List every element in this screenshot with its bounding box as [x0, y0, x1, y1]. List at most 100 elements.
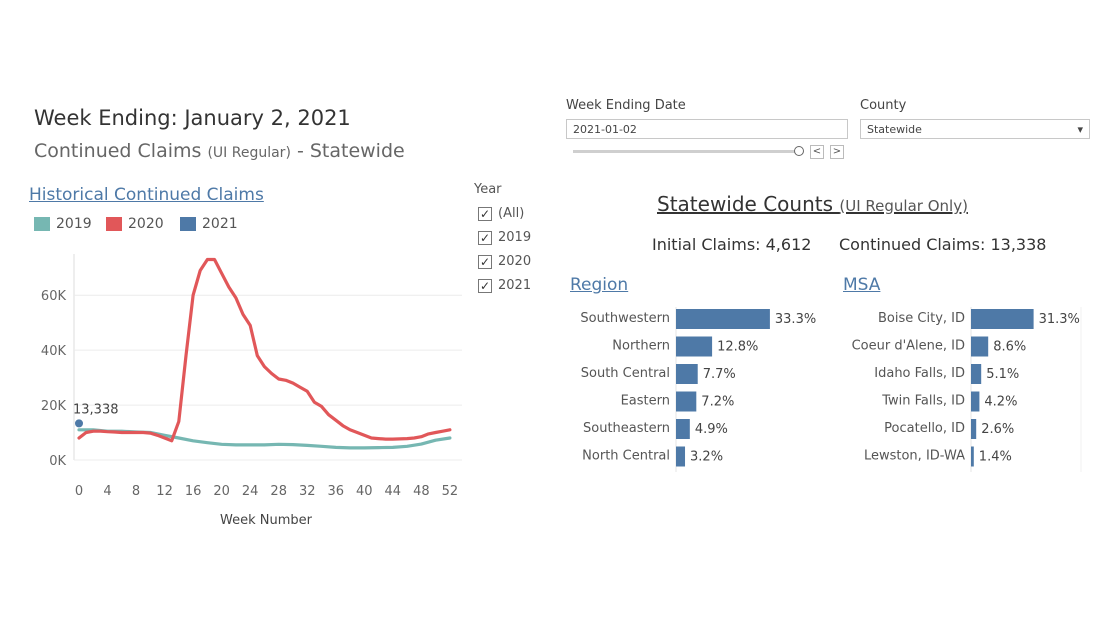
bar-category-label: Eastern — [621, 394, 670, 409]
x-tick-label: 8 — [132, 484, 140, 499]
legend-label: 2019 — [56, 216, 92, 232]
previous-week-button[interactable]: < — [810, 145, 824, 159]
subtitle-small: (UI Regular) — [207, 145, 291, 161]
bar-category-label: Twin Falls, ID — [881, 394, 965, 409]
chevron-down-icon: ▾ — [1077, 122, 1083, 136]
annotation-label: 13,338 — [73, 402, 119, 417]
x-tick-label: 16 — [185, 484, 202, 499]
bar-value-label: 12.8% — [717, 340, 758, 355]
bar-value-label: 8.6% — [993, 340, 1026, 355]
bar — [971, 446, 974, 467]
bar — [676, 446, 686, 467]
bar-category-label: Northern — [612, 339, 670, 354]
checkbox-label: 2020 — [498, 254, 532, 269]
bar-category-label: South Central — [581, 366, 670, 381]
bar-value-label: 7.2% — [701, 395, 734, 410]
continued-claims-count: Continued Claims: 13,338 — [839, 235, 1047, 254]
bar-category-label: Coeur d'Alene, ID — [852, 339, 965, 354]
checkbox-label: (All) — [498, 206, 525, 221]
legend-item-2021[interactable]: 2021 — [180, 216, 238, 232]
year-option-2019[interactable]: ✓ 2019 — [478, 230, 531, 245]
region-title[interactable]: Region — [570, 275, 629, 295]
historical-chart-title[interactable]: Historical Continued Claims — [29, 185, 264, 205]
y-tick-label: 40K — [41, 344, 67, 359]
subtitle-main: Continued Claims — [34, 140, 208, 162]
bar-category-label: Pocatello, ID — [884, 421, 965, 436]
year-option-all[interactable]: ✓ (All) — [478, 206, 524, 221]
bar-value-label: 7.7% — [703, 367, 736, 382]
msa-title[interactable]: MSA — [843, 275, 881, 295]
bar — [676, 364, 698, 384]
y-tick-label: 20K — [41, 399, 67, 414]
bar — [971, 391, 980, 412]
bar-value-label: 2.6% — [981, 422, 1014, 437]
subtitle-tail: - Statewide — [290, 140, 405, 162]
bar — [971, 309, 1034, 329]
week-slider-track[interactable] — [573, 150, 799, 153]
legend-item-2020[interactable]: 2020 — [106, 216, 164, 232]
x-tick-label: 0 — [75, 484, 83, 499]
page-title: Week Ending: January 2, 2021 — [34, 106, 351, 130]
checkbox[interactable]: ✓ — [478, 206, 492, 221]
x-tick-label: 28 — [270, 484, 287, 499]
week-ending-date-label: Week Ending Date — [566, 98, 686, 113]
region-bar-chart: Southwestern 33.3% Northern 12.8% South Cent… — [580, 307, 816, 472]
x-tick-label: 44 — [385, 484, 402, 499]
legend-swatch — [180, 217, 196, 231]
checkbox[interactable]: ✓ — [478, 230, 492, 245]
x-tick-label: 40 — [356, 484, 373, 499]
series-line-2020 — [77, 257, 452, 443]
page-subtitle: Continued Claims (UI Regular) - Statewid… — [34, 140, 405, 162]
x-tick-label: 24 — [242, 484, 259, 499]
county-select-value: Statewide — [867, 122, 922, 136]
year-filter-label: Year — [474, 182, 502, 197]
year-option-2021[interactable]: ✓ 2021 — [478, 278, 531, 293]
checkbox-label: 2021 — [498, 278, 532, 293]
week-slider-thumb[interactable] — [794, 146, 804, 156]
bar-category-label: Idaho Falls, ID — [874, 366, 965, 381]
bar — [676, 336, 713, 357]
legend-item-2019[interactable]: 2019 — [34, 216, 92, 232]
y-tick-label: 0K — [49, 454, 66, 469]
x-axis-label: Week Number — [220, 513, 313, 528]
bar — [676, 419, 690, 439]
checkbox[interactable]: ✓ — [478, 278, 492, 293]
bar-value-label: 4.2% — [984, 395, 1017, 410]
bar — [971, 419, 977, 439]
bar — [971, 364, 982, 384]
legend-swatch — [34, 217, 50, 231]
y-tick-label: 60K — [41, 289, 67, 304]
statewide-counts-title-main: Statewide Counts — [657, 192, 840, 216]
msa-bar-chart: Boise City, ID 31.3% Coeur d'Alene, ID 8.6%… — [852, 307, 1082, 472]
bar-category-label: Southeastern — [583, 421, 670, 436]
county-label: County — [860, 98, 907, 113]
checkbox-label: 2019 — [498, 230, 532, 245]
bar-value-label: 5.1% — [986, 367, 1019, 382]
x-tick-label: 32 — [299, 484, 316, 499]
legend-label: 2020 — [128, 216, 164, 232]
county-select[interactable]: Statewide ▾ — [860, 119, 1090, 139]
x-tick-label: 52 — [442, 484, 459, 499]
x-tick-label: 4 — [103, 484, 111, 499]
bar-category-label: Lewston, ID-WA — [864, 449, 965, 464]
next-week-button[interactable]: > — [830, 145, 844, 159]
bar — [971, 336, 989, 357]
x-tick-label: 12 — [156, 484, 173, 499]
legend-label: 2021 — [202, 216, 238, 232]
legend-swatch — [106, 217, 122, 231]
bar-value-label: 3.2% — [690, 450, 723, 465]
series-point-2021 — [75, 419, 83, 428]
bar-category-label: Boise City, ID — [878, 311, 965, 326]
bar — [676, 309, 770, 329]
year-option-2020[interactable]: ✓ 2020 — [478, 254, 531, 269]
bar-value-label: 33.3% — [775, 312, 816, 327]
week-ending-date-input[interactable]: 2021-01-02 — [566, 119, 848, 139]
bar-value-label: 4.9% — [695, 422, 728, 437]
bar-value-label: 1.4% — [979, 450, 1012, 465]
statewide-counts-title-small: (UI Regular Only) — [839, 197, 968, 215]
checkbox[interactable]: ✓ — [478, 254, 492, 269]
bar-value-label: 31.3% — [1039, 312, 1080, 327]
statewide-counts-title: Statewide Counts (UI Regular Only) — [657, 192, 968, 216]
bar-category-label: Southwestern — [580, 311, 670, 326]
